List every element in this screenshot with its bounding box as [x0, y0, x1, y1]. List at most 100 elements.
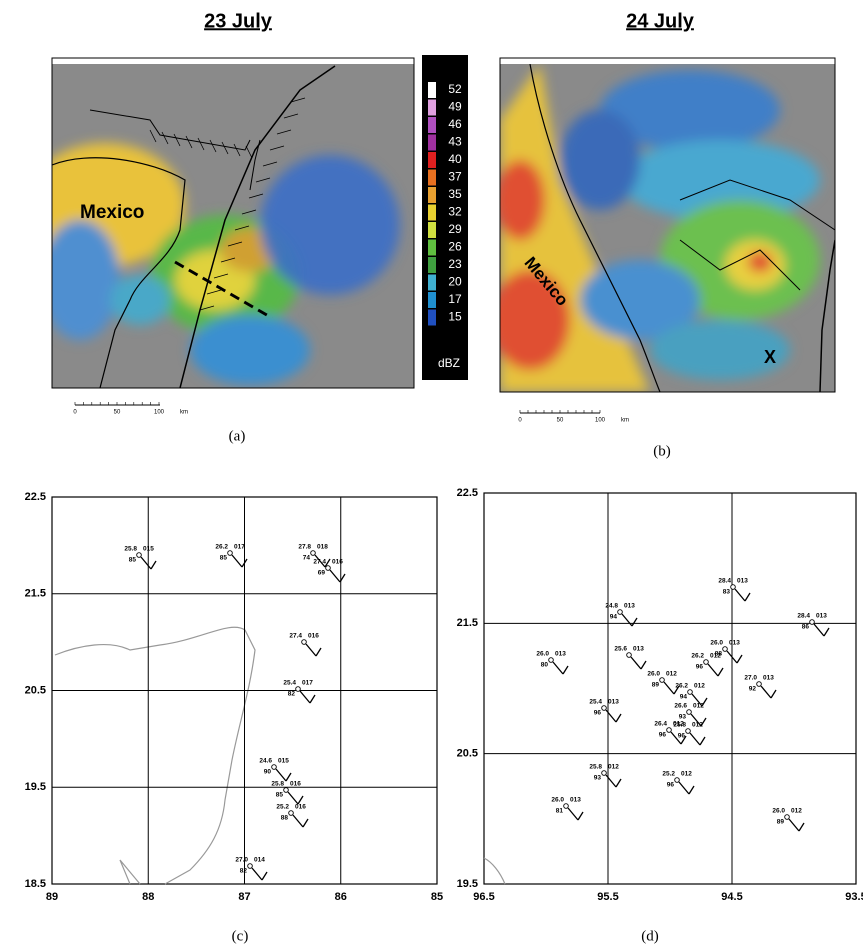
- station-dewpoint: 96: [667, 782, 675, 789]
- y-tick-label: 19.5: [457, 878, 478, 890]
- station-dewpoint: 74: [303, 555, 311, 562]
- station-pressure: 017: [302, 680, 313, 687]
- station-pressure: 012: [791, 808, 802, 815]
- station-pressure: 013: [608, 699, 619, 706]
- station-temp: 26.0: [551, 797, 564, 804]
- station-pressure: 012: [666, 671, 677, 678]
- wind-barb: [553, 662, 563, 674]
- station-temp: 26.0: [772, 808, 785, 815]
- scale-label: 100: [595, 418, 606, 424]
- panel-title: 24 July: [626, 10, 695, 32]
- wind-barb: [708, 664, 718, 676]
- station: [618, 610, 623, 615]
- wind-barb: [771, 690, 776, 698]
- station-dewpoint: 82: [240, 868, 248, 875]
- wind-barb: [288, 792, 298, 804]
- station-pressure: 013: [763, 675, 774, 682]
- station-pressure: 012: [710, 653, 721, 660]
- station: [602, 771, 607, 776]
- y-tick-label: 22.5: [457, 487, 478, 499]
- station-pressure: 016: [295, 804, 306, 811]
- station-temp: 28.4: [718, 578, 731, 585]
- scale-label: 0: [73, 410, 77, 416]
- wind-barb: [578, 812, 583, 820]
- colorbar-swatch: [428, 257, 436, 273]
- colorbar-unit: dBZ: [438, 356, 460, 370]
- station-pressure: 012: [692, 722, 703, 729]
- station-pressure: 017: [234, 544, 245, 551]
- wind-barb: [300, 691, 310, 703]
- station-temp: 28.4: [797, 613, 810, 620]
- station-pressure: 015: [143, 546, 154, 553]
- station-temp: 26.2: [675, 683, 688, 690]
- wind-barb: [616, 714, 621, 722]
- y-tick-label: 21.5: [457, 617, 478, 629]
- coastline: [55, 627, 255, 884]
- station: [302, 640, 307, 645]
- wind-barb: [141, 557, 151, 569]
- colorbar-swatch: [428, 135, 436, 151]
- station: [675, 778, 680, 783]
- station-pressure: 012: [693, 703, 704, 710]
- station-pressure: 013: [555, 651, 566, 658]
- station-dewpoint: 89: [777, 819, 785, 826]
- wind-barb: [690, 733, 700, 745]
- x-tick-label: 88: [142, 891, 154, 903]
- coastline: [484, 858, 505, 884]
- station: [228, 551, 233, 556]
- panel-caption: (c): [232, 928, 249, 944]
- station-temp: 26.6: [674, 703, 687, 710]
- colorbar-swatch: [428, 205, 436, 221]
- radar-image-b: [490, 58, 835, 392]
- station-temp: 27.8: [298, 544, 311, 551]
- wind-barb: [568, 808, 578, 820]
- wind-barb: [700, 737, 705, 745]
- station: [326, 566, 331, 571]
- wind-barb: [316, 648, 321, 656]
- station-pressure: 016: [332, 559, 343, 566]
- colorbar-swatch: [428, 100, 436, 116]
- wind-barb: [616, 779, 621, 787]
- station-temp: 26.2: [691, 653, 704, 660]
- station-dewpoint: 85: [276, 792, 284, 799]
- colorbar-swatch: [428, 275, 436, 291]
- station-dewpoint: 85: [220, 555, 228, 562]
- station-temp: 26.0: [647, 671, 660, 678]
- station-dewpoint: 82: [288, 691, 296, 698]
- wind-barb: [303, 819, 308, 827]
- wind-barb: [737, 655, 742, 663]
- station: [660, 678, 665, 683]
- wind-barb: [735, 589, 745, 601]
- station-pressure: 012: [694, 683, 705, 690]
- station-temp: 25.8: [124, 546, 137, 553]
- wind-barb: [761, 686, 771, 698]
- station: [785, 815, 790, 820]
- colorbar-label: 32: [448, 205, 462, 219]
- y-tick-label: 20.5: [25, 684, 46, 696]
- station-temp: 25.2: [276, 804, 289, 811]
- station-dewpoint: 96: [678, 733, 686, 740]
- station: [289, 811, 294, 816]
- wind-barb: [232, 555, 242, 567]
- station-dewpoint: 96: [594, 710, 602, 717]
- x-tick-label: 95.5: [597, 891, 618, 903]
- colorbar-swatch: [428, 292, 436, 308]
- station-temp: 25.4: [283, 680, 296, 687]
- station-temp: 25.2: [662, 771, 675, 778]
- y-tick-label: 22.5: [25, 491, 46, 503]
- colorbar-label: 26: [448, 240, 462, 254]
- station-temp: 27.0: [235, 857, 248, 864]
- station-dewpoint: 88: [281, 815, 289, 822]
- scale-label: km: [180, 410, 188, 416]
- x-tick-label: 89: [46, 891, 58, 903]
- station-temp: 27.4: [313, 559, 326, 566]
- station-pressure: 013: [633, 646, 644, 653]
- station-pressure: 015: [278, 758, 289, 765]
- station-temp: 27.4: [289, 633, 302, 640]
- x-tick-label: 85: [431, 891, 443, 903]
- wind-barb: [631, 657, 641, 669]
- station-pressure: 016: [290, 781, 301, 788]
- station-temp: 25.8: [589, 764, 602, 771]
- station-temp: 25.8: [673, 722, 686, 729]
- wind-barb: [330, 570, 340, 582]
